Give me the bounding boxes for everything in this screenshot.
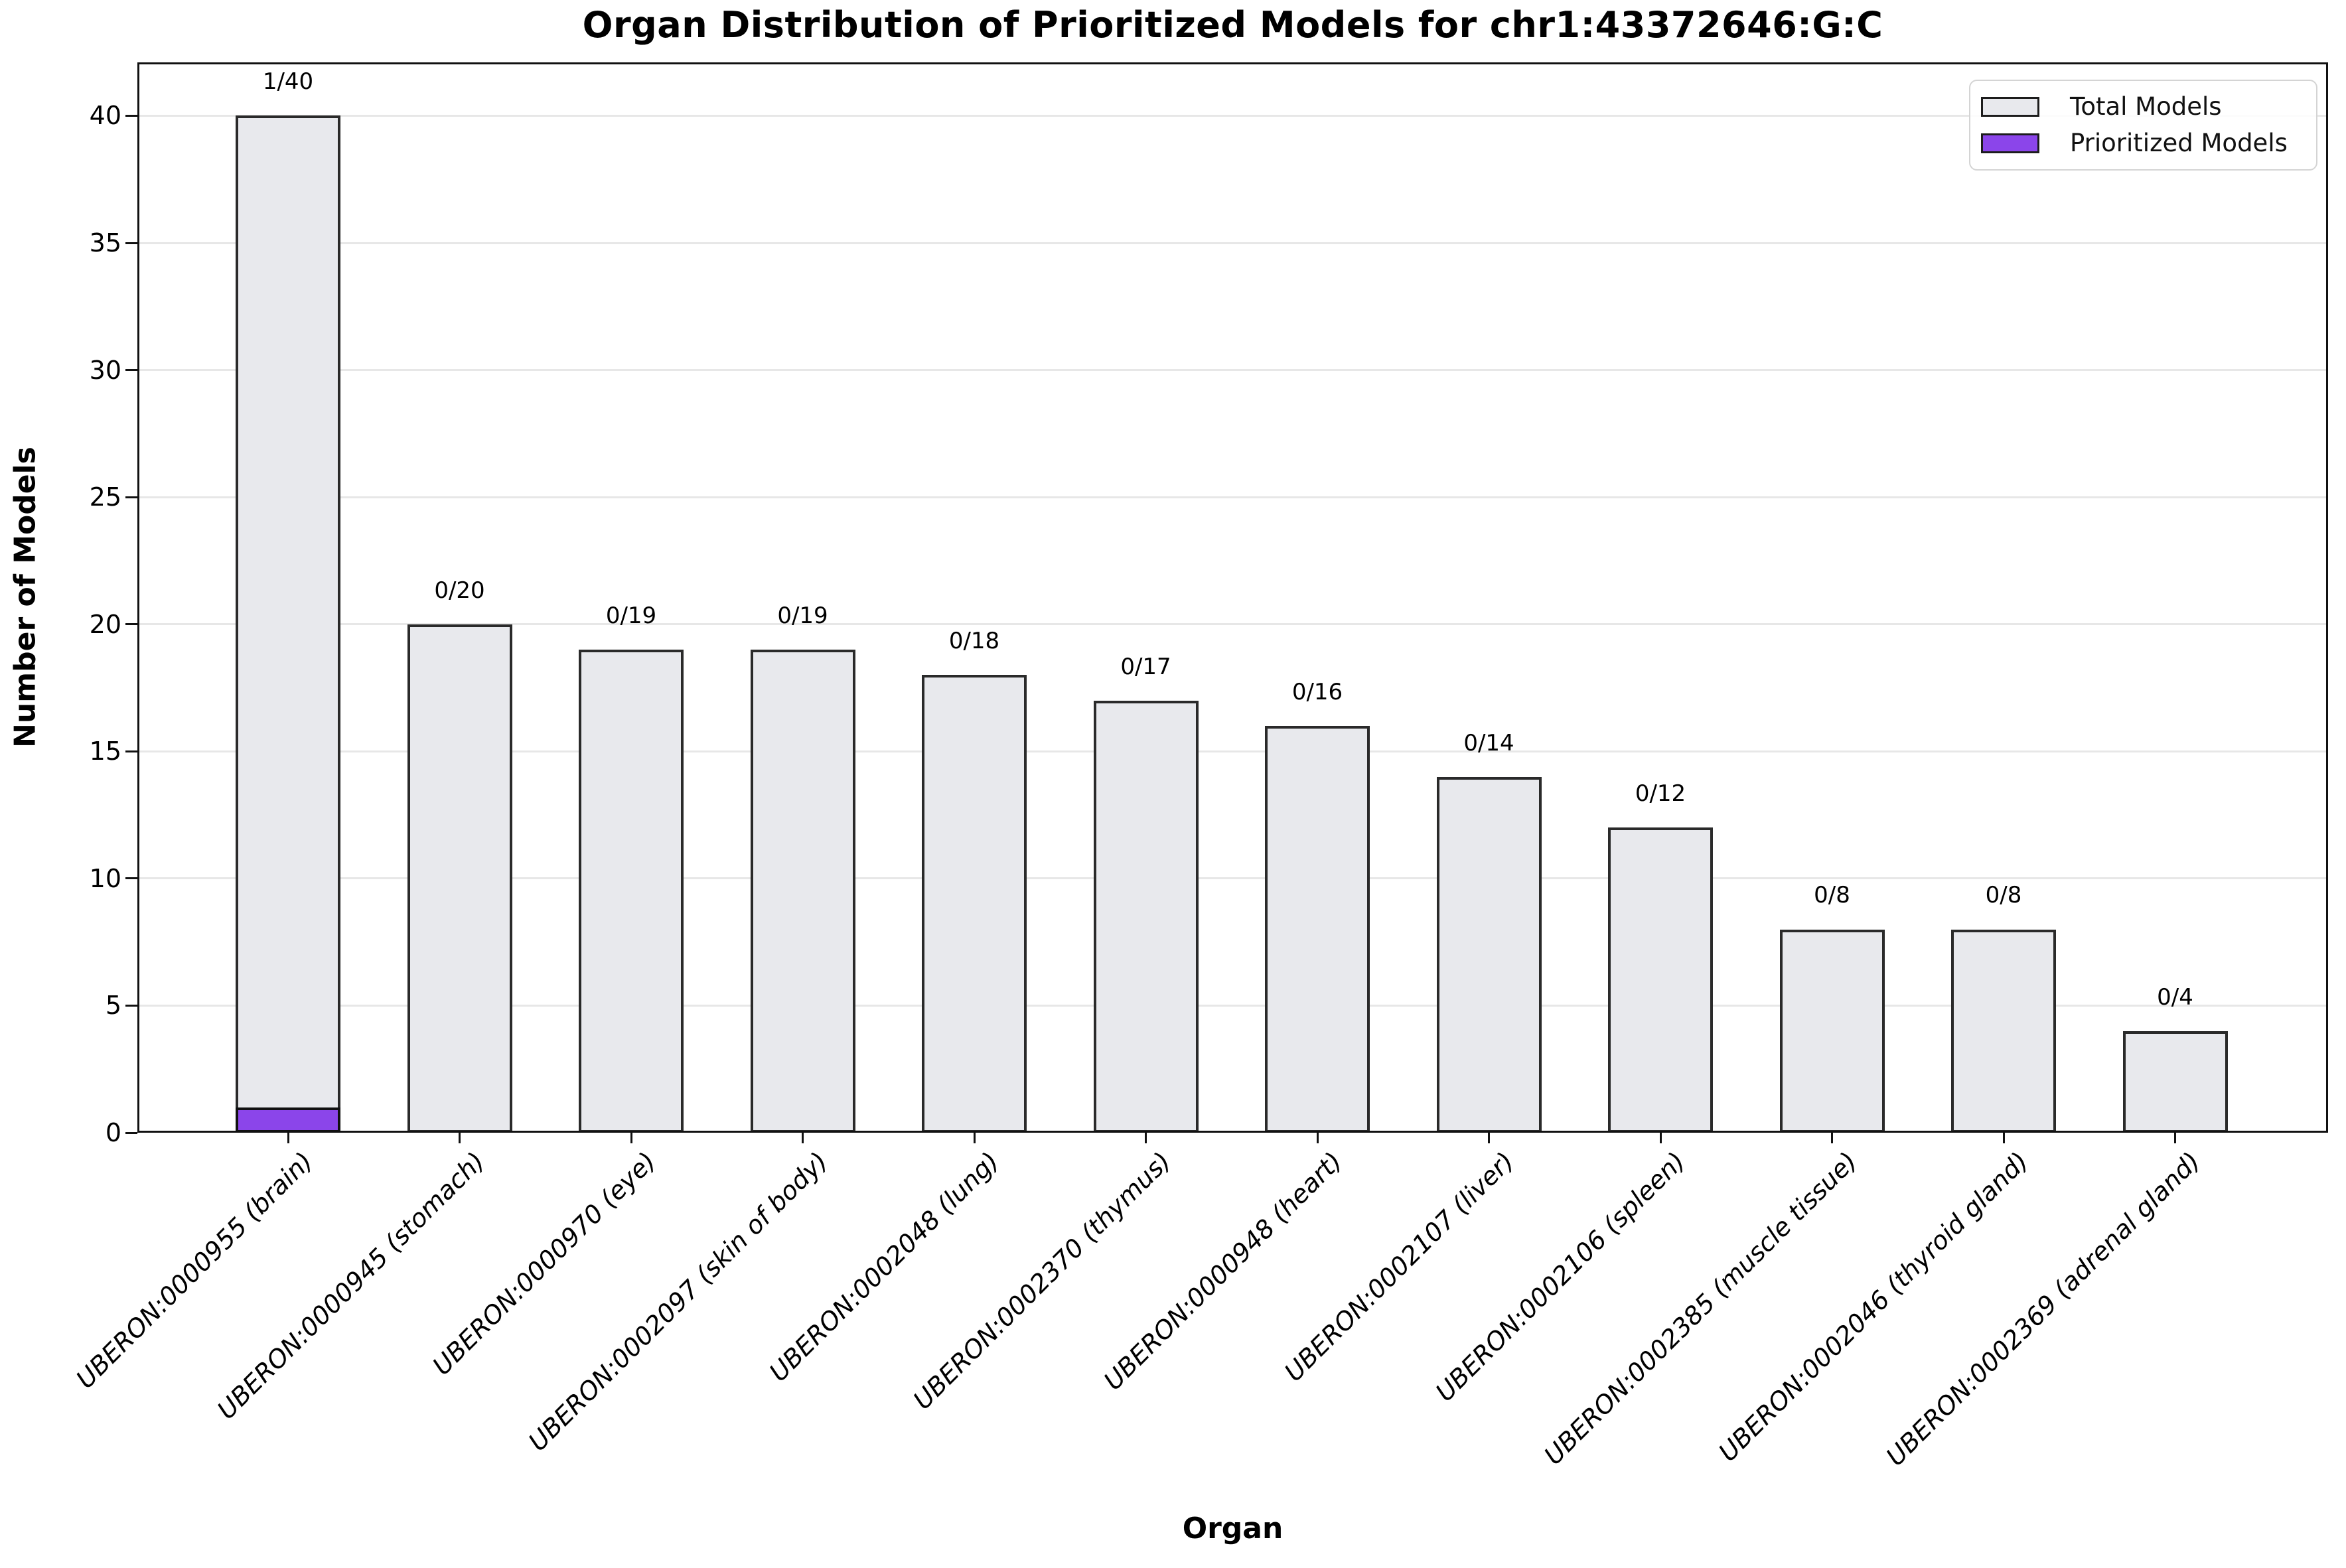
y-tick	[125, 750, 137, 752]
bar-total-models	[579, 650, 684, 1133]
bar-value-label: 0/19	[777, 603, 828, 630]
x-tick	[287, 1133, 289, 1143]
bar-prioritized-models	[236, 1107, 340, 1133]
legend-swatch-total-models	[1981, 97, 2039, 117]
x-tick	[2002, 1133, 2005, 1143]
legend-label: Total Models	[2070, 92, 2222, 121]
bar-value-label: 0/18	[948, 628, 1000, 655]
bar-value-label: 0/14	[1463, 729, 1514, 756]
bar-total-models	[2122, 1031, 2228, 1133]
x-tick	[630, 1133, 632, 1143]
gridline	[137, 114, 2328, 117]
bar-value-label: 0/19	[605, 603, 657, 630]
gridline	[137, 496, 2328, 498]
y-tick	[125, 1131, 137, 1134]
bar-value-label: 0/20	[434, 577, 485, 604]
bar-total-models	[750, 650, 855, 1133]
chart-title: Organ Distribution of Prioritized Models…	[582, 4, 1883, 46]
x-tick	[1831, 1133, 1833, 1143]
gridline	[137, 623, 2328, 626]
legend-label: Prioritized Models	[2070, 129, 2288, 157]
y-tick-label: 25	[89, 482, 121, 512]
y-tick	[125, 242, 137, 244]
legend-item: Total Models	[1981, 94, 2304, 119]
x-tick	[1488, 1133, 1490, 1143]
bar-total-models	[407, 624, 512, 1133]
x-tick	[459, 1133, 461, 1143]
x-axis-label: Organ	[1182, 1512, 1283, 1545]
y-tick	[125, 369, 137, 372]
x-tick	[1145, 1133, 1147, 1143]
x-tick	[802, 1133, 804, 1143]
bar-value-label: 0/8	[1814, 882, 1850, 909]
gridline	[137, 369, 2328, 372]
y-tick-label: 30	[89, 355, 121, 385]
y-tick	[125, 114, 137, 117]
gridline	[137, 1004, 2328, 1007]
y-tick	[125, 496, 137, 498]
bar-total-models	[1608, 827, 1713, 1133]
y-tick-label: 35	[89, 228, 121, 258]
bar-value-label: 1/40	[262, 68, 314, 96]
x-tick-label: UBERON:0002046 (thyroid gland)	[1713, 1146, 2034, 1468]
y-tick-label: 40	[89, 101, 121, 131]
legend-swatch-prioritized-models	[1981, 133, 2039, 153]
bar-total-models	[1779, 929, 1885, 1133]
x-tick-label: UBERON:0000945 (stomach)	[211, 1146, 490, 1425]
x-tick-label: UBERON:0002369 (adrenal gland)	[1880, 1146, 2206, 1472]
legend-item: Prioritized Models	[1981, 131, 2304, 156]
bar-total-models	[1951, 929, 2056, 1133]
bar-value-label: 0/4	[2157, 983, 2193, 1011]
gridline	[137, 877, 2328, 880]
bar-total-models	[236, 115, 340, 1133]
bar-total-models	[1436, 776, 1542, 1133]
plot-area	[137, 62, 2328, 1133]
y-tick-label: 0	[105, 1118, 121, 1147]
legend: Total Models Prioritized Models	[1969, 80, 2317, 171]
bar-total-models	[1093, 700, 1199, 1133]
gridline	[137, 750, 2328, 752]
x-tick-label: UBERON:0002385 (muscle tissue)	[1538, 1146, 1863, 1471]
y-tick	[125, 877, 137, 880]
y-tick	[125, 1004, 137, 1007]
bar-value-label: 0/8	[1985, 882, 2022, 909]
y-tick-label: 15	[89, 737, 121, 766]
y-tick-label: 5	[105, 991, 121, 1021]
gridline	[137, 242, 2328, 244]
x-tick	[1316, 1133, 1319, 1143]
x-tick-label: UBERON:0002097 (skin of body)	[522, 1146, 834, 1457]
y-tick-label: 20	[89, 609, 121, 639]
bar-total-models	[922, 675, 1027, 1133]
x-tick	[973, 1133, 976, 1143]
y-tick-label: 10	[89, 863, 121, 893]
x-tick	[1659, 1133, 1662, 1143]
y-tick	[125, 623, 137, 626]
x-tick	[2174, 1133, 2176, 1143]
bar-value-label: 0/17	[1120, 653, 1171, 680]
bar-value-label: 0/16	[1291, 678, 1343, 705]
bar-total-models	[1265, 725, 1370, 1133]
bar-value-label: 0/12	[1635, 780, 1686, 808]
